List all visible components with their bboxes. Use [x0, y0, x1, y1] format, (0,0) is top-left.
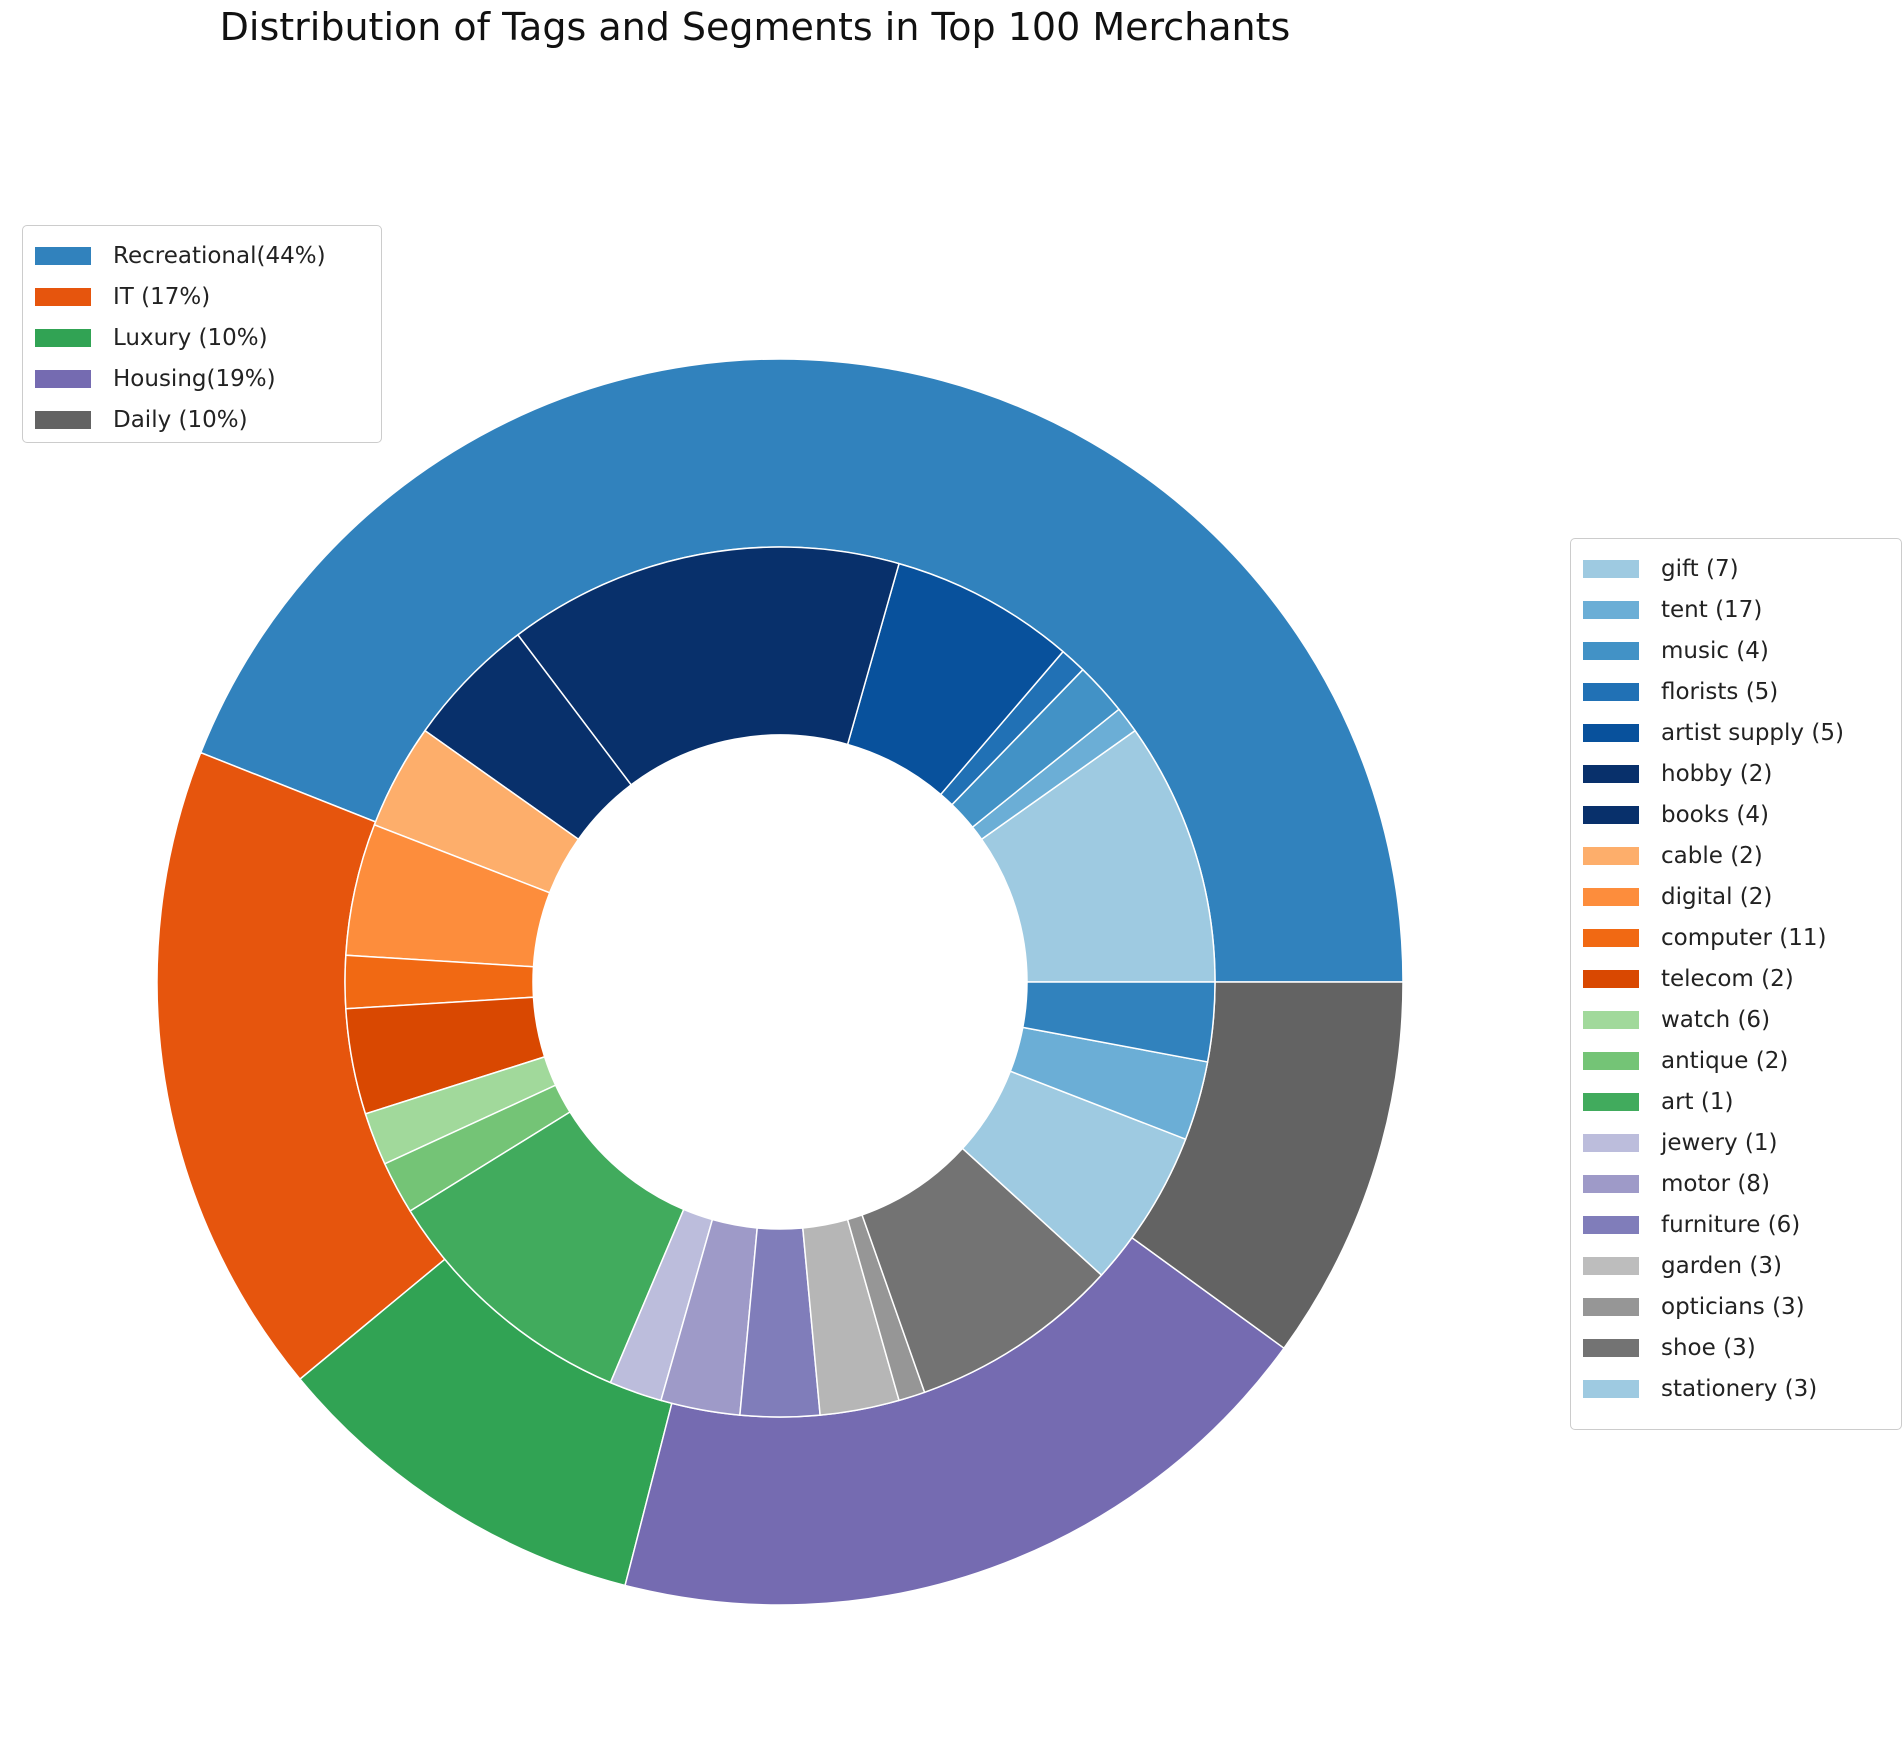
legend-item-tent: tent (17) — [1583, 590, 1762, 630]
legend-item-watch: watch (6) — [1583, 1000, 1770, 1040]
outer-ring — [156, 358, 1404, 1606]
legend-label: jewery (1) — [1661, 1130, 1778, 1156]
legend-label: opticians (3) — [1661, 1294, 1805, 1320]
legend-label: stationery (3) — [1661, 1376, 1818, 1402]
legend-item-books: books (4) — [1583, 795, 1769, 835]
legend-swatch — [1583, 1011, 1639, 1029]
legend-item-garden: garden (3) — [1583, 1246, 1782, 1286]
legend-item-jewery: jewery (1) — [1583, 1123, 1777, 1163]
legend-swatch — [1583, 765, 1639, 783]
legend-swatch — [1583, 970, 1639, 988]
legend-item-music: music (4) — [1583, 631, 1769, 671]
legend-label: Housing(19%) — [113, 366, 276, 392]
legend-label: Luxury (10%) — [113, 325, 268, 351]
legend-swatch — [1583, 642, 1639, 660]
legend-swatch — [1583, 1380, 1639, 1398]
legend-item-hobby: hobby (2) — [1583, 754, 1772, 794]
legend-item-shoe: shoe (3) — [1583, 1328, 1756, 1368]
legend-item-computer: computer (11) — [1583, 918, 1826, 958]
legend-label: music (4) — [1661, 638, 1769, 664]
legend-label: Daily (10%) — [113, 407, 248, 433]
legend-item-cable: cable (2) — [1583, 836, 1763, 876]
legend-item-florists: florists (5) — [1583, 672, 1778, 712]
legend-item-antique: antique (2) — [1583, 1041, 1788, 1081]
legend-item-housing: Housing(19%) — [35, 359, 276, 399]
legend-swatch — [1583, 888, 1639, 906]
legend-label: cable (2) — [1661, 843, 1763, 869]
inner-wedge-wedge-22 — [1021, 981, 1216, 1063]
legend-swatch — [35, 329, 91, 347]
legend-label: computer (11) — [1661, 925, 1827, 951]
legend-item-gift: gift (7) — [1583, 549, 1739, 589]
legend-label: gift (7) — [1661, 556, 1739, 582]
legend-swatch — [1583, 847, 1639, 865]
legend-swatch — [35, 411, 91, 429]
legend-swatch — [1583, 806, 1639, 824]
legend-label: watch (6) — [1661, 1007, 1771, 1033]
legend-swatch — [1583, 724, 1639, 742]
tag-legend: gift (7) tent (17) music (4) florists (5) ar… — [1570, 538, 1902, 1430]
legend-item-it: IT (17%) — [35, 277, 210, 317]
legend-item-motor: motor (8) — [1583, 1164, 1770, 1204]
legend-label: Recreational(44%) — [113, 243, 326, 269]
legend-swatch — [1583, 1216, 1639, 1234]
legend-swatch — [35, 288, 91, 306]
legend-label: motor (8) — [1661, 1171, 1770, 1197]
legend-swatch — [1583, 1339, 1639, 1357]
legend-swatch — [1583, 1257, 1639, 1275]
legend-swatch — [35, 370, 91, 388]
legend-item-digital: digital (2) — [1583, 877, 1772, 917]
legend-swatch — [1583, 929, 1639, 947]
legend-label: shoe (3) — [1661, 1335, 1756, 1361]
legend-label: digital (2) — [1661, 884, 1773, 910]
legend-label: florists (5) — [1661, 679, 1779, 705]
legend-swatch — [1583, 1175, 1639, 1193]
inner-ring — [344, 546, 1216, 1418]
legend-label: art (1) — [1661, 1089, 1734, 1115]
legend-item-stationery: stationery (3) — [1583, 1369, 1817, 1409]
legend-item-luxury: Luxury (10%) — [35, 318, 268, 358]
legend-swatch — [1583, 1093, 1639, 1111]
chart-title: Distribution of Tags and Segments in Top… — [220, 5, 1291, 49]
legend-swatch — [35, 247, 91, 265]
segment-legend: Recreational(44%) IT (17%) Luxury (10%) Hou… — [22, 225, 382, 443]
legend-label: tent (17) — [1661, 597, 1763, 623]
legend-label: books (4) — [1661, 802, 1769, 828]
legend-item-daily: Daily (10%) — [35, 400, 248, 440]
legend-item-furniture: furniture (6) — [1583, 1205, 1800, 1245]
legend-item-opticians: opticians (3) — [1583, 1287, 1805, 1327]
legend-swatch — [1583, 1298, 1639, 1316]
legend-swatch — [1583, 601, 1639, 619]
legend-swatch — [1583, 683, 1639, 701]
legend-item-telecom: telecom (2) — [1583, 959, 1794, 999]
legend-label: telecom (2) — [1661, 966, 1794, 992]
legend-item-art: art (1) — [1583, 1082, 1733, 1122]
legend-label: IT (17%) — [113, 284, 211, 310]
legend-label: artist supply (5) — [1661, 720, 1844, 746]
legend-swatch — [1583, 560, 1639, 578]
legend-swatch — [1583, 1134, 1639, 1152]
legend-label: garden (3) — [1661, 1253, 1782, 1279]
legend-item-recreational: Recreational(44%) — [35, 236, 326, 276]
legend-label: furniture (6) — [1661, 1212, 1801, 1238]
legend-item-artist-supply: artist supply (5) — [1583, 713, 1844, 753]
legend-label: hobby (2) — [1661, 761, 1773, 787]
legend-swatch — [1583, 1052, 1639, 1070]
inner-wedge-wedge-5 — [516, 546, 900, 786]
legend-label: antique (2) — [1661, 1048, 1789, 1074]
